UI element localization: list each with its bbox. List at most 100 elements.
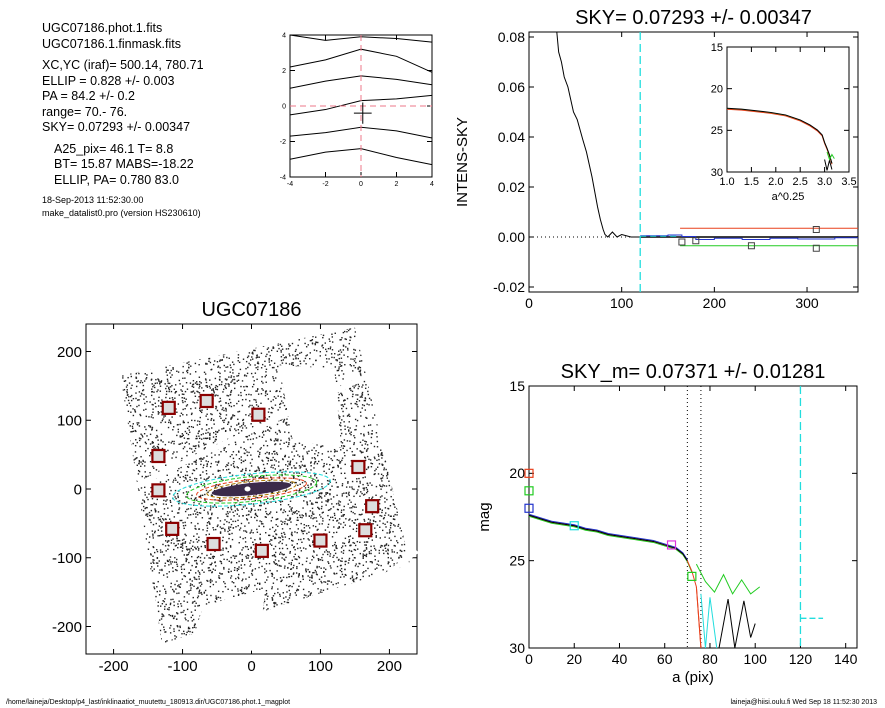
noise-dot (98, 386, 99, 387)
noise-dot (399, 495, 401, 498)
noise-dot (381, 509, 384, 511)
noise-dot (92, 613, 93, 614)
noise-dot (130, 525, 133, 527)
noise-dot (392, 499, 394, 501)
noise-dot (361, 618, 364, 620)
noise-dot (138, 462, 140, 465)
noise-dot (288, 431, 290, 434)
noise-dot (322, 589, 325, 592)
noise-dot (245, 414, 247, 416)
noise-dot (392, 468, 394, 470)
noise-dot (382, 625, 384, 628)
noise-dot (353, 348, 355, 351)
noise-dot (352, 541, 354, 544)
noise-dot (240, 589, 243, 591)
noise-dot (328, 531, 331, 533)
noise-dot (289, 642, 291, 644)
noise-dot (304, 480, 306, 483)
noise-dot (174, 496, 176, 498)
noise-dot (163, 554, 165, 556)
noise-dot (111, 327, 112, 328)
noise-dot (122, 430, 125, 433)
noise-dot (264, 365, 266, 367)
noise-dot (288, 597, 291, 599)
noise-dot (382, 549, 384, 552)
noise-dot (215, 394, 217, 396)
noise-dot (288, 510, 291, 512)
noise-dot (231, 324, 232, 325)
noise-dot (115, 448, 116, 449)
noise-dot (128, 420, 131, 423)
noise-dot (277, 342, 280, 344)
noise-dot (308, 617, 310, 620)
noise-dot (370, 462, 372, 464)
noise-dot (206, 478, 208, 480)
noise-dot (264, 470, 266, 472)
noise-dot (291, 507, 293, 509)
noise-dot (168, 353, 170, 355)
noise-dot (342, 612, 345, 614)
noise-dot (301, 634, 303, 636)
noise-dot (255, 367, 257, 369)
noise-dot (329, 493, 331, 496)
noise-dot (106, 523, 107, 524)
noise-dot (153, 587, 156, 590)
noise-dot (262, 523, 264, 525)
noise-dot (295, 348, 297, 351)
noise-dot (263, 475, 265, 477)
noise-dot (110, 646, 111, 647)
noise-dot (288, 424, 290, 426)
noise-dot (169, 646, 170, 647)
noise-dot (271, 649, 272, 650)
noise-dot (376, 415, 379, 417)
noise-dot (243, 338, 246, 341)
noise-dot (95, 367, 96, 368)
noise-dot (154, 605, 156, 607)
noise-dot (303, 530, 306, 532)
noise-dot (165, 366, 167, 369)
noise-dot (177, 648, 178, 649)
noise-dot (214, 569, 216, 571)
noise-dot (356, 640, 358, 642)
noise-dot (253, 651, 254, 652)
noise-dot (275, 641, 277, 644)
noise-dot (377, 401, 380, 404)
noise-dot (364, 440, 366, 443)
noise-dot (396, 325, 397, 326)
noise-dot (151, 504, 154, 506)
noise-dot (414, 500, 415, 501)
noise-dot (146, 608, 149, 610)
noise-dot (190, 336, 192, 338)
noise-dot (331, 516, 334, 518)
noise-dot (318, 497, 320, 499)
noise-dot (332, 634, 334, 636)
noise-dot (199, 416, 202, 419)
noise-dot (243, 480, 245, 482)
noise-dot (379, 418, 382, 420)
noise-dot (323, 646, 324, 647)
noise-dot (373, 456, 376, 458)
noise-dot (391, 629, 393, 631)
noise-dot (217, 524, 219, 526)
noise-dot (309, 649, 310, 650)
noise-dot (342, 526, 344, 529)
noise-dot (195, 463, 197, 465)
noise-dot (258, 561, 261, 564)
noise-dot (169, 603, 172, 606)
noise-dot (270, 520, 273, 522)
noise-dot (397, 619, 399, 621)
noise-dot (253, 331, 255, 333)
noise-dot (401, 609, 403, 611)
noise-dot (303, 465, 305, 467)
noise-dot (129, 331, 131, 334)
noise-dot (194, 546, 196, 549)
noise-dot (174, 583, 176, 586)
noise-dot (231, 347, 233, 350)
noise-dot (338, 526, 341, 529)
noise-dot (348, 494, 350, 497)
noise-dot (276, 350, 279, 352)
noise-dot (87, 603, 88, 604)
noise-dot (246, 335, 248, 337)
noise-dot (267, 502, 269, 505)
noise-dot (338, 518, 341, 520)
